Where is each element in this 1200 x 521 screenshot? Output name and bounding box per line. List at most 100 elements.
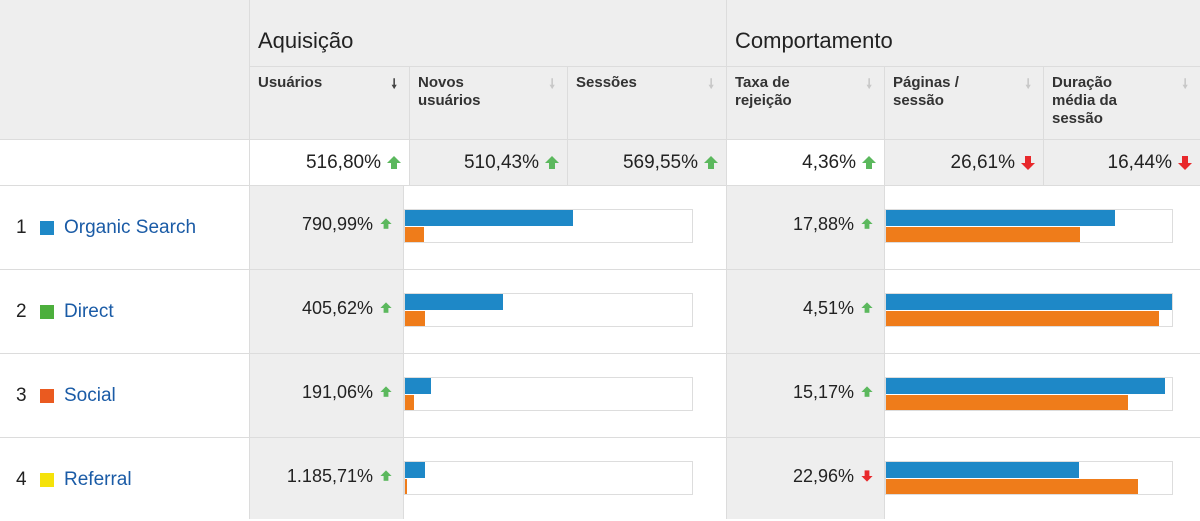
bar-current-period <box>405 210 573 226</box>
group-title-acquisition: Aquisição <box>258 28 354 53</box>
arrow-up-icon <box>704 155 718 170</box>
arrow-up-icon <box>380 302 392 313</box>
users-change-value: 790,99% <box>301 213 373 234</box>
sort-down-icon: 🠗 <box>866 77 872 92</box>
sort-down-icon: 🠗 <box>391 77 397 92</box>
arrow-up-icon <box>862 155 876 170</box>
arrow-down-icon <box>861 470 873 482</box>
users-change-cell: 1.185,71% <box>250 438 403 514</box>
arrow-up-icon <box>387 155 401 170</box>
users-comparison-bar <box>404 209 693 243</box>
table-row-channel: 4 Referral <box>0 438 249 521</box>
bounce-change-value: 17,88% <box>792 213 854 234</box>
channel-link[interactable]: Organic Search <box>64 216 197 238</box>
channel-color-swatch <box>40 388 54 403</box>
bounce-change-cell: 22,96% <box>727 438 884 514</box>
summary-cell: 516,80% <box>250 140 409 185</box>
sort-down-icon: 🠗 <box>1182 77 1188 92</box>
column-header-label: Páginas / sessão <box>893 74 959 109</box>
users-change-cell: 191,06% <box>250 354 403 430</box>
bounce-change-cell: 4,51% <box>727 270 884 346</box>
users-change-cell: 790,99% <box>250 186 403 262</box>
column-header-users[interactable]: Usuários 🠗 <box>250 66 409 139</box>
bar-current-period <box>886 378 1165 394</box>
users-comparison-bar <box>404 377 693 411</box>
summary-value: 4,36% <box>802 151 856 173</box>
arrow-up-icon <box>380 218 392 229</box>
bounce-comparison-bar <box>885 293 1173 327</box>
summary-value: 26,61% <box>950 151 1015 173</box>
column-header-sessions[interactable]: Sessões 🠗 <box>568 66 726 139</box>
summary-cell: 16,44% <box>1044 140 1200 185</box>
users-comparison-bar <box>404 461 693 495</box>
summary-cell: 569,55% <box>568 140 726 185</box>
column-header-label: Novos usuários <box>418 74 481 109</box>
arrow-up-icon <box>861 218 873 229</box>
bar-previous-period <box>405 395 414 410</box>
channel-link[interactable]: Social <box>64 384 116 406</box>
bounce-comparison-bar <box>885 461 1173 495</box>
summary-cell: 4,36% <box>727 140 884 185</box>
column-header-label: Usuários <box>258 74 323 91</box>
bar-previous-period <box>886 311 1160 326</box>
bar-current-period <box>886 462 1080 478</box>
users-change-cell: 405,62% <box>250 270 403 346</box>
users-change-value: 191,06% <box>301 381 373 402</box>
channel-link[interactable]: Direct <box>64 300 114 322</box>
sort-down-icon: 🠗 <box>708 77 714 92</box>
row-index: 3 <box>16 384 27 406</box>
channel-color-swatch <box>40 472 54 487</box>
summary-value: 16,44% <box>1107 151 1172 173</box>
bar-current-period <box>405 294 504 310</box>
summary-value: 569,55% <box>622 151 698 173</box>
summary-value: 510,43% <box>463 151 539 173</box>
sort-down-icon: 🠗 <box>549 77 555 92</box>
row-index: 1 <box>16 216 27 238</box>
row-index: 2 <box>16 300 27 322</box>
bar-current-period <box>405 378 431 394</box>
bounce-comparison-bar <box>885 377 1173 411</box>
bar-current-period <box>886 294 1172 310</box>
column-header-pages-per-session[interactable]: Páginas / sessão 🠗 <box>885 66 1043 139</box>
arrow-up-icon <box>545 155 559 170</box>
sort-down-icon: 🠗 <box>1025 77 1031 92</box>
table-row-channel: 2 Direct <box>0 270 249 353</box>
arrow-up-icon <box>861 386 873 397</box>
bar-previous-period <box>405 311 426 326</box>
table-row-channel: 1 Organic Search <box>0 186 249 269</box>
arrow-down-icon <box>1178 155 1192 170</box>
arrow-up-icon <box>380 470 392 481</box>
bar-previous-period <box>886 395 1128 410</box>
bounce-change-cell: 15,17% <box>727 354 884 430</box>
column-header-label: Sessões <box>576 74 637 91</box>
group-title-behavior: Comportamento <box>735 28 893 53</box>
channel-color-swatch <box>40 304 54 319</box>
channel-link[interactable]: Referral <box>64 468 132 490</box>
bounce-change-value: 4,51% <box>802 297 854 318</box>
summary-cell: 26,61% <box>885 140 1043 185</box>
bounce-change-value: 15,17% <box>792 381 854 402</box>
bar-current-period <box>405 462 426 478</box>
column-header-label: Taxa de rejeição <box>735 74 792 109</box>
column-header-bounce-rate[interactable]: Taxa de rejeição 🠗 <box>727 66 884 139</box>
bounce-change-cell: 17,88% <box>727 186 884 262</box>
bar-current-period <box>886 210 1115 226</box>
summary-cell: 510,43% <box>410 140 567 185</box>
bar-previous-period <box>886 479 1138 494</box>
column-header-avg-session-duration[interactable]: Duração média da sessão 🠗 <box>1044 66 1200 139</box>
column-header-new-users[interactable]: Novos usuários 🠗 <box>410 66 567 139</box>
summary-value: 516,80% <box>305 151 381 173</box>
row-index: 4 <box>16 468 27 490</box>
bounce-change-value: 22,96% <box>792 465 854 486</box>
bar-previous-period <box>405 227 424 242</box>
bounce-comparison-bar <box>885 209 1173 243</box>
column-header-label: Duração média da sessão <box>1052 74 1118 127</box>
users-comparison-bar <box>404 293 693 327</box>
table-row-channel: 3 Social <box>0 354 249 437</box>
channel-color-swatch <box>40 220 54 235</box>
bar-previous-period <box>886 227 1081 242</box>
arrow-up-icon <box>861 302 873 313</box>
arrow-up-icon <box>380 386 392 397</box>
users-change-value: 1.185,71% <box>286 465 373 486</box>
bar-previous-period <box>405 479 407 494</box>
